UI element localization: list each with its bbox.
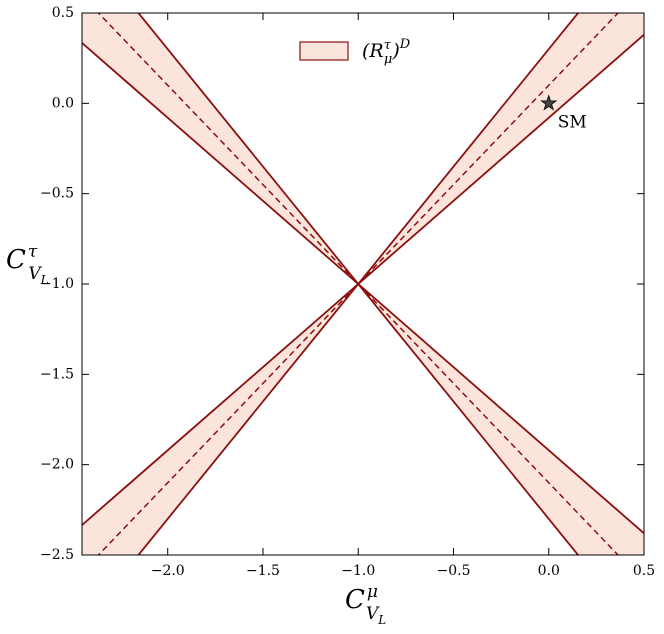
plot-area	[82, 13, 644, 555]
band-center	[97, 13, 620, 555]
x-label-base: C	[345, 585, 365, 615]
sm-marker	[540, 94, 558, 111]
y-tick-label: 0.5	[52, 5, 74, 21]
legend-sup: τ	[384, 38, 392, 53]
x-tick-label: 0.0	[538, 563, 560, 579]
y-label-base: C	[6, 245, 26, 275]
x-label-sub: V	[366, 604, 380, 624]
band-center	[97, 13, 620, 555]
y-tick-label: −1.0	[40, 276, 74, 292]
legend-sub: μ	[384, 52, 392, 67]
band-edge	[137, 13, 580, 555]
x-tick-label: −0.5	[436, 563, 470, 579]
band-edge	[137, 13, 580, 555]
y-label-subsub: L	[40, 273, 49, 287]
y-tick-label: −0.5	[40, 186, 74, 202]
y-label-sub: V	[28, 264, 42, 284]
x-label-subsub: L	[377, 613, 386, 627]
legend-label: (Rτ μ)D	[362, 37, 411, 67]
y-tick-label: −2.0	[40, 457, 74, 473]
y-label-sup: τ	[28, 242, 38, 262]
x-label-sup: μ	[367, 582, 378, 602]
sm-label: SM	[558, 112, 587, 132]
x-tick-label: −1.5	[246, 563, 280, 579]
legend-open: (R	[362, 40, 384, 62]
x-tick-label: −1.0	[341, 563, 375, 579]
band-fill	[82, 13, 644, 555]
y-tick-label: −2.5	[40, 547, 74, 563]
legend-close: )	[391, 40, 399, 62]
legend-outer-sup: D	[399, 37, 411, 52]
band-fill	[82, 13, 644, 555]
legend-swatch	[299, 41, 349, 61]
y-tick-label: −1.5	[40, 366, 74, 382]
x-tick-label: 0.5	[633, 563, 655, 579]
y-tick-label: 0.0	[52, 95, 74, 111]
x-tick-label: −2.0	[151, 563, 185, 579]
